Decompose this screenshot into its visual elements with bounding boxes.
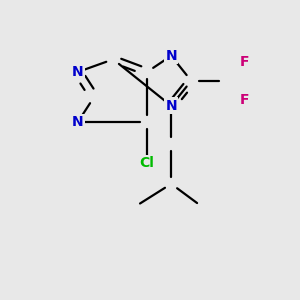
Text: Cl: Cl [140, 156, 154, 170]
Text: N: N [165, 49, 177, 63]
Text: N: N [72, 115, 84, 129]
Text: N: N [165, 99, 177, 113]
Text: F: F [239, 55, 249, 69]
Text: N: N [72, 65, 84, 79]
Text: F: F [239, 93, 249, 107]
